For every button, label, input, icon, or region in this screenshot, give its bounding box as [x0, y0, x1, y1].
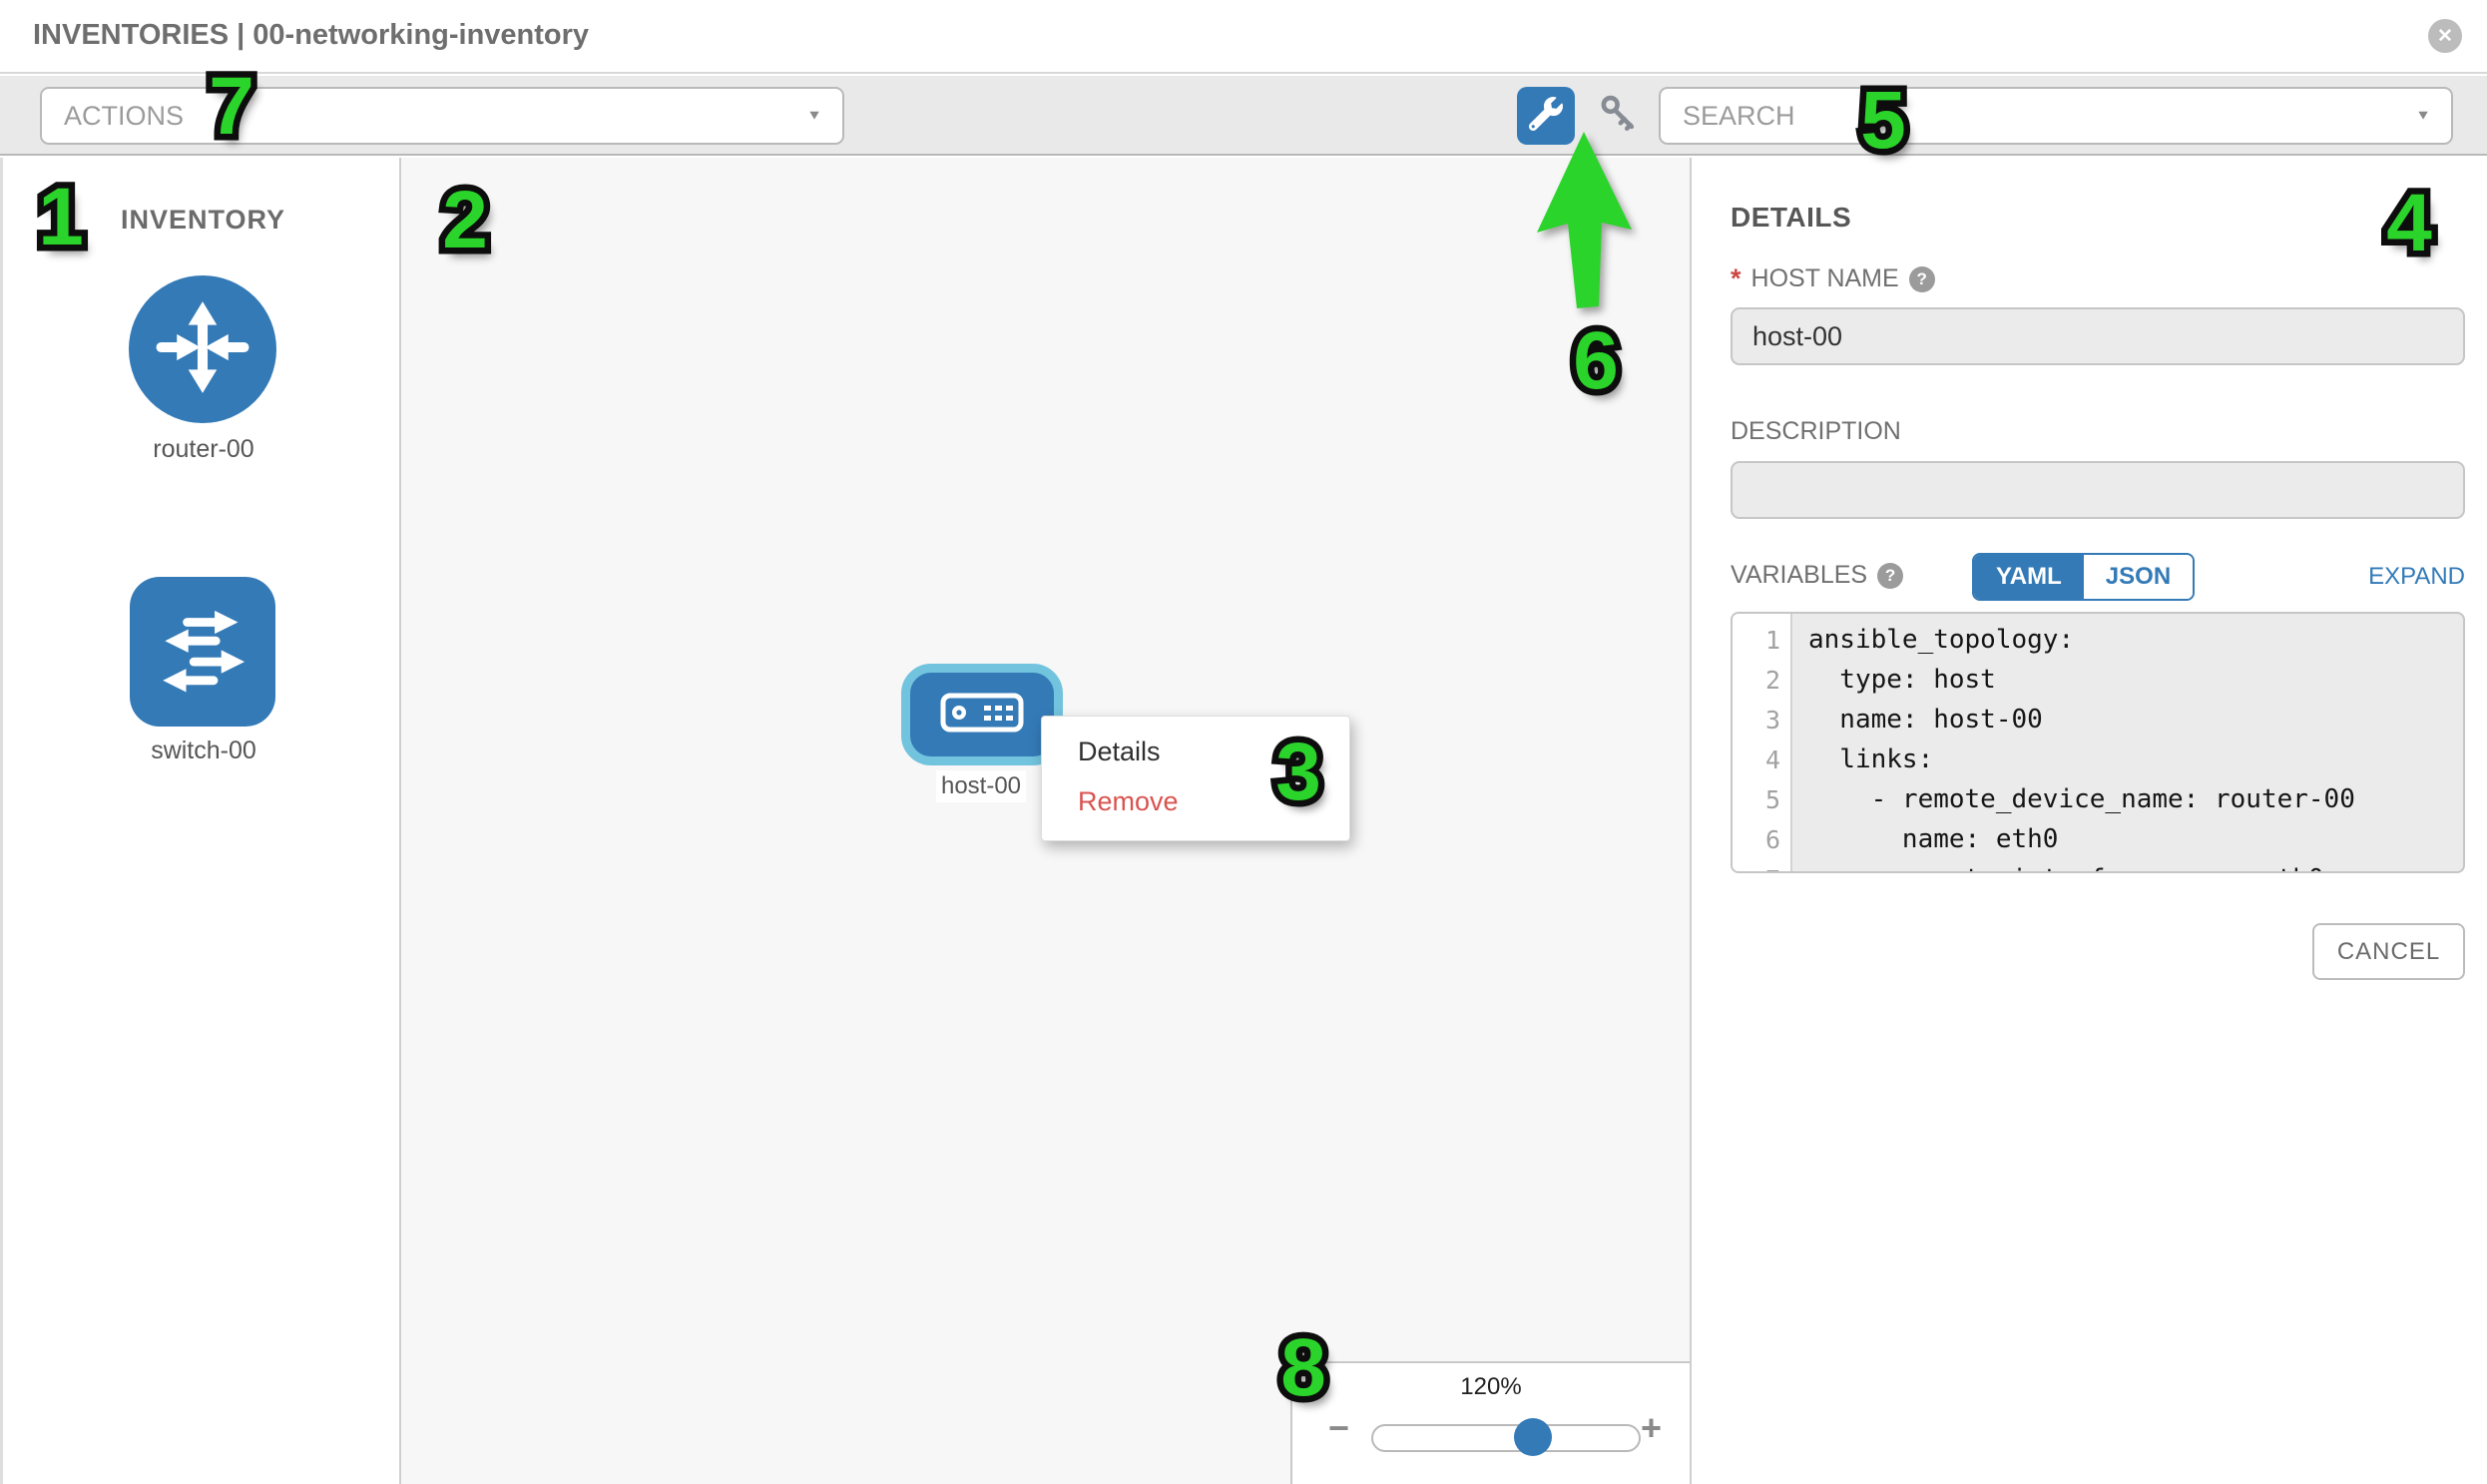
- close-icon: ✕: [2437, 25, 2453, 47]
- sidebar-title: INVENTORY: [121, 205, 286, 235]
- search-dropdown-label: SEARCH: [1683, 100, 1795, 131]
- sidebar-inventory: INVENTORY router-00: [0, 158, 401, 1484]
- description-label: DESCRIPTION: [1731, 417, 1901, 445]
- description-input[interactable]: [1731, 461, 2465, 519]
- header-bar: INVENTORIES | 00-networking-inventory ✕: [0, 0, 2487, 74]
- details-panel: DETAILS * HOST NAME ? DESCRIPTION VARIAB…: [1690, 158, 2487, 1484]
- host-name-input[interactable]: [1731, 307, 2465, 365]
- zoom-slider-track[interactable]: [1371, 1418, 1641, 1456]
- zoom-slider-thumb[interactable]: [1513, 1418, 1552, 1456]
- code-text: name: host-00: [1808, 705, 2043, 735]
- line-number: 2: [1764, 665, 1780, 695]
- code-line: 1 ansible_topology:: [1733, 620, 2463, 660]
- code-text: - remote_device_name: router-00: [1808, 784, 2355, 814]
- host-name-label-row: * HOST NAME ?: [1731, 263, 1935, 294]
- close-button[interactable]: ✕: [2428, 19, 2462, 53]
- line-number: 5: [1764, 784, 1780, 814]
- json-toggle-button[interactable]: JSON: [2083, 555, 2194, 599]
- zoom-control: 120% − +: [1290, 1361, 1690, 1484]
- code-text: type: host: [1808, 665, 1996, 695]
- variables-row: VARIABLES ? YAML JSON EXPAND: [1731, 553, 2465, 601]
- yaml-toggle-button[interactable]: YAML: [1974, 555, 2084, 599]
- line-number: 7: [1733, 865, 1792, 872]
- line-number: 1: [1764, 625, 1780, 655]
- line-number: 6: [1764, 824, 1780, 854]
- context-menu: Details Remove: [1041, 716, 1350, 841]
- wrench-button[interactable]: [1517, 87, 1575, 145]
- sidebar-item-switch[interactable]: [130, 577, 275, 727]
- toolbar: ACTIONS ▼: [0, 76, 2487, 156]
- chevron-down-icon: ▼: [2415, 108, 2431, 123]
- required-asterisk: *: [1731, 263, 1741, 293]
- host-icon: [940, 693, 1024, 738]
- host-name-label: HOST NAME: [1750, 264, 1899, 292]
- expand-link[interactable]: EXPAND: [2368, 563, 2465, 590]
- actions-dropdown-label: ACTIONS: [64, 100, 185, 131]
- menu-item-details[interactable]: Details: [1078, 737, 1161, 766]
- host-node-label: host-00: [936, 770, 1026, 802]
- variables-label: VARIABLES: [1731, 561, 1868, 589]
- switch-icon: [148, 595, 257, 710]
- code-text: ansible_topology:: [1808, 625, 2075, 655]
- zoom-out-button[interactable]: −: [1328, 1407, 1350, 1448]
- description-label-row: DESCRIPTION: [1731, 417, 1901, 446]
- line-number: 4: [1764, 744, 1780, 774]
- zoom-level: 120%: [1460, 1373, 1522, 1400]
- code-line: 5 - remote_device_name: router-00: [1733, 779, 2463, 819]
- line-number: 3: [1764, 705, 1780, 735]
- device-label-switch: switch-00: [151, 737, 256, 764]
- chevron-down-icon: ▼: [806, 108, 822, 123]
- menu-item-remove[interactable]: Remove: [1078, 786, 1179, 816]
- code-text: name: eth0: [1808, 824, 2059, 854]
- router-icon: [147, 291, 258, 408]
- wrench-icon: [1528, 96, 1563, 136]
- page-title: INVENTORIES | 00-networking-inventory: [33, 19, 590, 51]
- editor-gutter: [1733, 614, 1792, 871]
- help-icon[interactable]: ?: [1908, 265, 1935, 292]
- cancel-button[interactable]: CANCEL: [2312, 923, 2465, 980]
- code-line: 4 links:: [1733, 740, 2463, 779]
- code-line: 6 name: eth0: [1733, 819, 2463, 859]
- device-label-router: router-00: [153, 435, 254, 463]
- search-dropdown[interactable]: SEARCH ▼: [1659, 87, 2453, 145]
- code-text: links:: [1808, 744, 1934, 774]
- key-button[interactable]: [1595, 93, 1643, 141]
- topology-canvas[interactable]: host-00 Details Remove 120% − +: [401, 158, 1690, 1484]
- zoom-in-button[interactable]: +: [1640, 1407, 1662, 1448]
- format-toggle: YAML JSON: [1972, 553, 2196, 601]
- key-icon: [1597, 93, 1641, 142]
- help-icon[interactable]: ?: [1877, 562, 1904, 589]
- code-lines: 1 ansible_topology: 2 type: host 3 name:…: [1733, 620, 2463, 872]
- variables-editor[interactable]: 1 ansible_topology: 2 type: host 3 name:…: [1731, 612, 2465, 873]
- code-line: 3 name: host-00: [1733, 700, 2463, 740]
- host-node[interactable]: [901, 664, 1063, 765]
- details-panel-title: DETAILS: [1731, 202, 1852, 233]
- actions-dropdown[interactable]: ACTIONS ▼: [40, 87, 844, 145]
- sidebar-item-router[interactable]: [129, 275, 276, 423]
- code-line: 2 type: host: [1733, 660, 2463, 700]
- code-text: remote_interface_name: eth0: [1792, 864, 2324, 871]
- code-line: 7 remote_interface_name: eth0: [1733, 859, 2463, 872]
